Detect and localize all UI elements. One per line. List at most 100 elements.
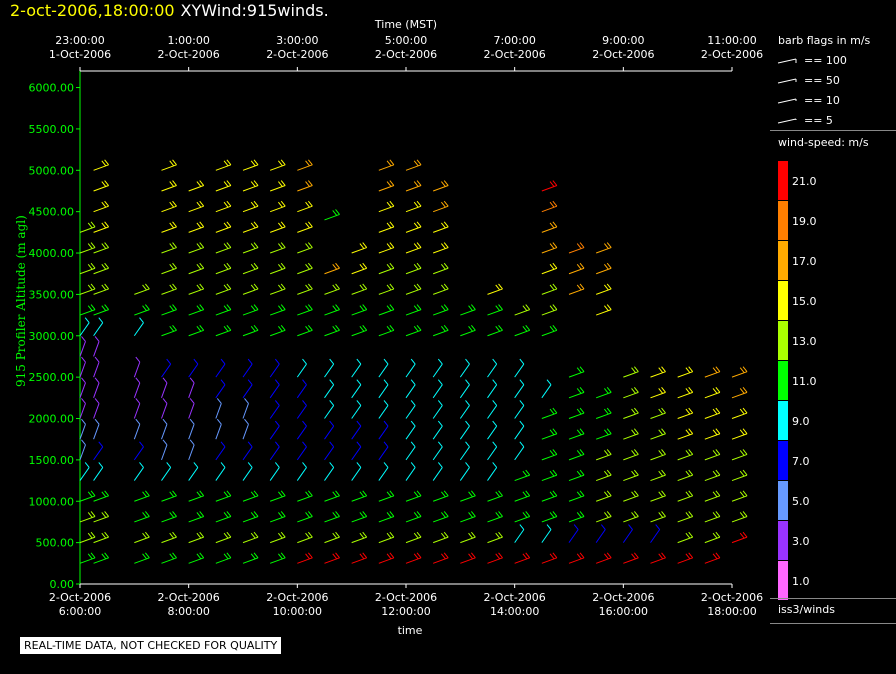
wind-barb-flag (362, 262, 368, 269)
wind-barb-shaft (133, 467, 144, 481)
wind-barb-shaft (595, 453, 612, 461)
wind-barb-flag (579, 449, 585, 455)
y-axis-label: 915 Profiler Altitude (m agl) (14, 215, 28, 387)
wind-barb-shaft (296, 363, 307, 378)
wind-barb-shaft (731, 391, 748, 399)
wind-barb-shaft (242, 205, 259, 213)
wind-barb-shaft (351, 329, 367, 337)
wind-barb-flag (552, 221, 558, 228)
wind-barb-flag (169, 222, 175, 229)
wind-barb-flag (525, 324, 531, 331)
wind-barb-shaft (487, 363, 498, 378)
wind-barb-shaft (541, 557, 558, 564)
wind-barb-flag (277, 201, 283, 208)
barb-legend-glyph (777, 78, 797, 84)
wind-barb-flag (253, 283, 259, 290)
wind-barb-flag (739, 470, 745, 477)
wind-barb-flag (196, 326, 202, 332)
wind-barb-shaft (541, 288, 558, 295)
wind-barb-shaft (324, 384, 335, 399)
wind-barb-shaft (432, 536, 449, 544)
wind-barb-flag (492, 400, 498, 406)
wind-barb-shaft (133, 322, 144, 337)
wind-barb-shaft (351, 288, 367, 295)
wind-barb-flag (104, 511, 110, 517)
top-tick-time: 3:00:00 (276, 34, 318, 47)
wind-barb-flag (359, 553, 365, 560)
wind-barb-flag (142, 491, 147, 498)
wind-barb-shaft (215, 185, 232, 192)
wind-barb-flag (606, 242, 612, 248)
wind-barb-flag (546, 524, 552, 530)
wind-barb-flag (220, 441, 226, 448)
wind-barb-shaft (161, 247, 177, 254)
wind-barb-flag (104, 531, 110, 538)
wind-barb-flag (172, 304, 177, 310)
speed-color-swatch (778, 281, 788, 320)
wind-barb-flag (712, 450, 718, 456)
wind-barb-shaft (487, 405, 498, 419)
wind-barb-flag (579, 552, 585, 559)
wind-barb-flag (359, 532, 365, 539)
wind-barb-flag (389, 283, 395, 290)
wind-barb-flag (413, 305, 419, 311)
wind-barb-flag (305, 305, 310, 311)
wind-barb-flag (416, 304, 422, 310)
wind-barb-flag (603, 243, 609, 249)
wind-barb-flag (739, 512, 745, 518)
wind-barb-shaft (161, 557, 177, 564)
wind-barb-flag (468, 512, 473, 518)
wind-barb-flag (172, 262, 177, 269)
wind-barb-flag (280, 552, 286, 559)
wind-barb-flag (661, 552, 666, 559)
wind-barb-flag (169, 201, 175, 208)
wind-barb-flag (226, 262, 232, 269)
wind-barb-flag (552, 242, 558, 248)
wind-barb-shaft (378, 185, 395, 192)
wind-barb-flag (739, 388, 745, 394)
wind-barb-shaft (514, 474, 530, 482)
wind-barb-shaft (351, 267, 367, 275)
wind-barb-shaft (215, 288, 232, 295)
wind-barb-flag (389, 262, 395, 269)
wind-barb-flag (416, 180, 422, 186)
wind-barb-flag (715, 531, 721, 538)
wind-barb-flag (199, 304, 205, 310)
wind-barb-flag (495, 553, 501, 560)
wind-barb-flag (525, 552, 531, 559)
wind-barb-flag (443, 262, 449, 269)
wind-barb-flag (226, 490, 232, 497)
wind-barb-flag (277, 553, 283, 560)
x-tick-date: 2-Oct-2006 (375, 591, 437, 604)
top-tick-date: 2-Oct-2006 (592, 48, 654, 61)
wind-barb-shaft (242, 403, 249, 419)
wind-barb-flag (139, 317, 144, 323)
x-tick-date: 2-Oct-2006 (158, 591, 220, 604)
wind-barb-flag (250, 222, 256, 229)
wind-barb-flag (356, 379, 362, 386)
wind-barb-shaft (242, 384, 253, 399)
wind-barb-shaft (215, 164, 232, 171)
wind-barb-shaft (215, 516, 232, 523)
x-tick-date: 2-Oct-2006 (484, 591, 546, 604)
wind-barb-flag (603, 512, 609, 518)
wind-barb-flag (87, 553, 93, 560)
wind-barb-shaft (133, 403, 141, 419)
y-tick-label: 1500.00 (29, 454, 75, 467)
wind-barb-shaft (269, 425, 280, 440)
wind-barb-flag (356, 400, 362, 406)
wind-barb-flag (277, 305, 283, 311)
barb-legend-title: barb flags in m/s (778, 34, 871, 47)
wind-barb-shaft (459, 446, 470, 461)
wind-barb-flag (715, 366, 721, 372)
speed-color-label: 15.0 (792, 295, 817, 308)
wind-barb-flag (362, 283, 368, 290)
wind-barb-flag (468, 532, 473, 539)
y-tick-label: 0.00 (50, 578, 75, 591)
wind-barb-flag (305, 491, 310, 498)
speed-color-swatch (778, 401, 788, 440)
wind-barb-flag (579, 366, 585, 372)
wind-barb-flag (305, 553, 310, 560)
y-tick-label: 4000.00 (29, 247, 75, 260)
wind-barb-flag (525, 469, 531, 476)
